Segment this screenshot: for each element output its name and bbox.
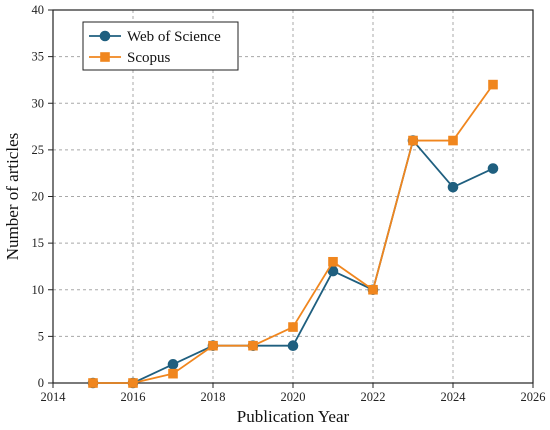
y-tick-label-0: 0	[38, 376, 44, 390]
web-of-science-point-2024	[447, 181, 459, 193]
scopus-point-2023	[408, 135, 418, 146]
y-tick-label-6: 30	[32, 96, 45, 110]
scopus-point-2017	[168, 368, 178, 379]
x-axis-title: Publication Year	[237, 407, 350, 426]
gridlines	[53, 10, 533, 383]
y-tick-label-2: 10	[32, 283, 45, 297]
scopus-point-2025	[488, 79, 498, 90]
web-of-science-point-2020	[287, 340, 299, 352]
axis-ticks: 2014 2016 2018 2020 2022 2024 2026 0 5 10 15 20 25 30…	[32, 3, 546, 404]
y-tick-label-1: 5	[38, 329, 44, 343]
y-tick-label-3: 15	[32, 236, 45, 250]
y-tick-label-7: 35	[32, 50, 45, 64]
scopus-series	[88, 79, 498, 388]
web-of-science-point-2017	[167, 359, 179, 370]
y-tick-label-5: 25	[32, 143, 45, 157]
x-tick-label-6: 2026	[521, 390, 546, 404]
x-tick-label-3: 2020	[281, 390, 306, 404]
scopus-point-2022	[368, 284, 378, 295]
scopus-point-2020	[288, 322, 298, 332]
x-tick-label-5: 2024	[441, 390, 467, 404]
legend-entry-scopus: Scopus	[89, 50, 171, 66]
scopus-point-2019	[248, 340, 258, 351]
legend-label-scopus: Scopus	[127, 50, 171, 66]
x-tick-label-4: 2022	[361, 390, 386, 404]
scopus-point-2024	[448, 135, 458, 146]
legend-box	[82, 21, 239, 71]
web-of-science-point-2025	[487, 163, 499, 174]
scopus-point-2015	[88, 378, 98, 388]
scopus-point-2021	[328, 256, 338, 267]
y-tick-label-8: 40	[32, 3, 45, 17]
x-tick-label-1: 2016	[121, 390, 146, 404]
y-tick-label-4: 20	[32, 190, 45, 204]
series-lines	[87, 79, 499, 389]
x-tick-label-2: 2018	[201, 390, 226, 404]
scopus-point-2018	[208, 340, 218, 351]
scopus-point-2016	[128, 378, 138, 388]
legend-label-web-of-science: Web of Science	[127, 29, 221, 45]
legend-entry-web-of-science: Web of Science	[89, 29, 221, 45]
legend-entries: Web of Science Scopus	[89, 29, 221, 66]
legend-swatch-marker-scopus	[100, 52, 110, 62]
y-axis-title: Number of articles	[3, 133, 22, 260]
legend: Web of Science Scopus	[82, 21, 239, 71]
legend-swatch-marker-web-of-science	[99, 30, 111, 42]
x-tick-label-0: 2014	[41, 390, 67, 404]
